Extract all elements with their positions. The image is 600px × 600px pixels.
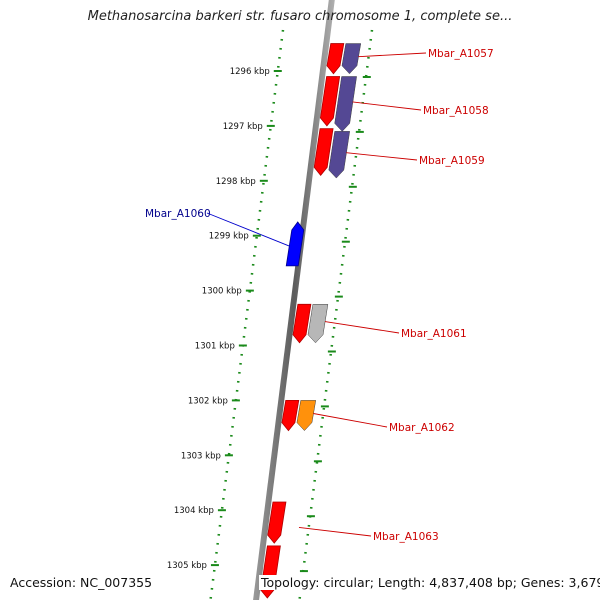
tick-labels: 1296 kbp 1297 kbp 1298 kbp 1299 kbp 1300 kbp… (167, 67, 371, 573)
tick-label: 1299 kbp (209, 232, 249, 242)
label-leader-line (206, 212, 290, 247)
gene-label[interactable]: Mbar_A1058 (423, 105, 489, 117)
cds-arrow[interactable] (307, 304, 329, 344)
tick-label: 1300 kbp (202, 287, 242, 297)
label-leader-line (298, 526, 372, 537)
tick-label: 1304 kbp (174, 506, 214, 516)
cds-arrow[interactable] (296, 400, 317, 431)
backbone-line (253, 0, 335, 600)
chromosome-backbone (253, 0, 335, 600)
gene-label[interactable]: Mbar_A1062 (389, 422, 455, 434)
tick-label: 1305 kbp (167, 561, 207, 571)
gene-arrow[interactable] (326, 43, 345, 75)
gene-arrow[interactable] (319, 76, 341, 127)
label-leader-line (324, 321, 400, 334)
label-leader-line (358, 52, 427, 58)
cds-arrow[interactable] (341, 43, 362, 75)
gene-label[interactable]: Mbar_A1059 (419, 155, 485, 167)
gene-arrow[interactable] (281, 400, 300, 432)
gene-track (260, 43, 362, 599)
tick-label: 1303 kbp (181, 451, 221, 461)
gene-arrow[interactable] (267, 501, 287, 544)
label-leader-line (352, 101, 422, 111)
cds-arrow[interactable] (334, 76, 357, 132)
label-leader-line (346, 152, 418, 161)
map-title: Methanosarcina barkeri str. fusaro chrom… (87, 9, 513, 24)
gene-label[interactable]: Mbar_A1060 (145, 208, 211, 220)
gene-arrow[interactable] (292, 303, 312, 344)
tick-label: 1297 kbp (223, 122, 263, 132)
gene-labels: Mbar_A1057 Mbar_A1058 Mbar_A1059 Mbar_A1060… (145, 48, 494, 543)
label-leader-line (313, 413, 388, 428)
accession-text: Accession: NC_007355 (8, 575, 155, 590)
ruler-track (209, 29, 374, 599)
tick-label: 1298 kbp (216, 177, 256, 187)
gene-arrow[interactable] (285, 221, 305, 267)
genome-summary-text: Topology: circular; Length: 4,837,408 bp… (259, 575, 600, 590)
gene-label[interactable]: Mbar_A1061 (401, 328, 467, 340)
cds-arrow[interactable] (328, 131, 350, 179)
gene-label[interactable]: Mbar_A1057 (428, 48, 494, 60)
gene-label[interactable]: Mbar_A1063 (373, 531, 439, 543)
gene-arrow[interactable] (313, 128, 334, 176)
tick-label: 1301 kbp (195, 342, 235, 352)
tick-label: 1296 kbp (230, 67, 270, 77)
tick-label: 1302 kbp (188, 396, 228, 406)
